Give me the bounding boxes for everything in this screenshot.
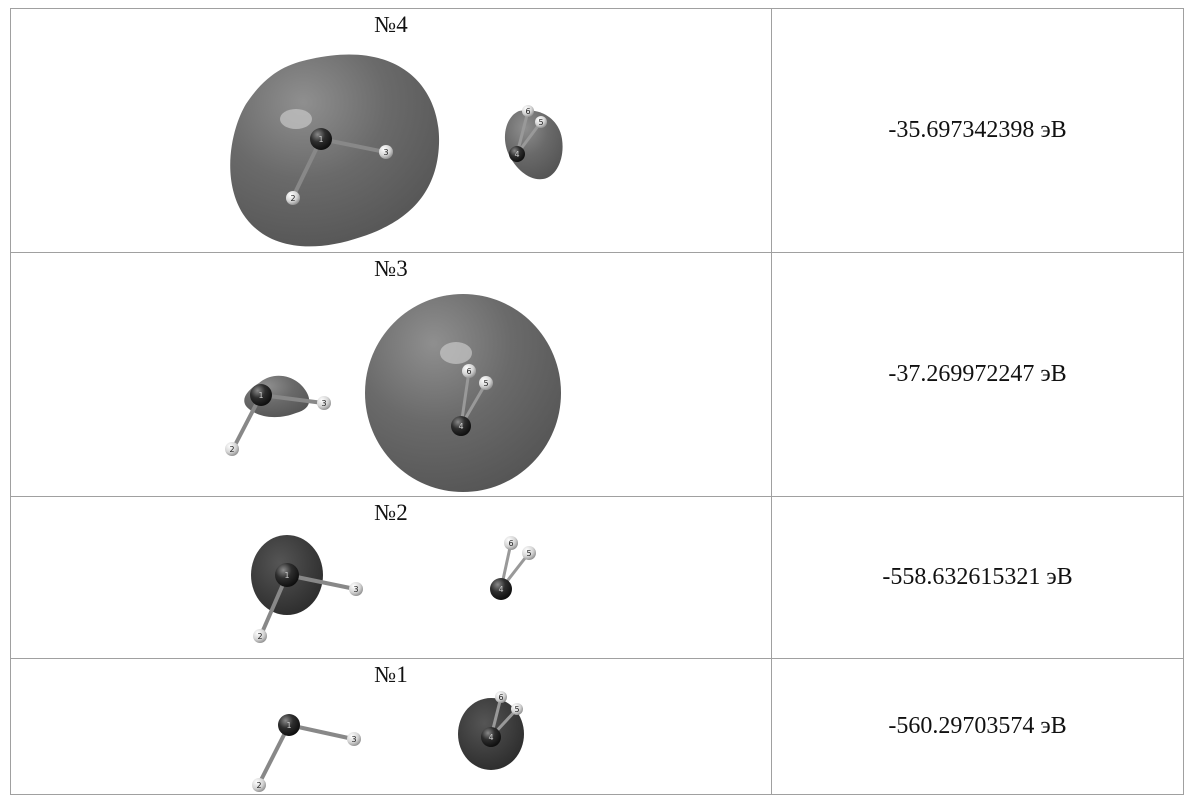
atom-label: 3 xyxy=(351,735,356,744)
energy-value: -37.269972247 эВ xyxy=(771,252,1184,497)
orbital-lobe xyxy=(504,110,563,180)
atom-label: 5 xyxy=(538,118,543,127)
atom-2 xyxy=(225,442,239,456)
atom-label: 3 xyxy=(383,148,388,157)
orbital-highlight xyxy=(440,342,472,364)
atom-label: 4 xyxy=(458,422,463,431)
atom-label: 5 xyxy=(514,705,519,714)
atom-6 xyxy=(495,691,507,703)
orbital-number-label: №1 xyxy=(374,662,408,687)
atom-1 xyxy=(278,714,300,736)
atom-5 xyxy=(479,376,493,390)
orbital-lobe xyxy=(230,54,440,247)
atom-label: 3 xyxy=(353,585,358,594)
energy-value: -35.697342398 эВ xyxy=(771,8,1184,253)
orbital-image-cell: №3 1 2 3 4 xyxy=(10,252,772,497)
atom-label: 4 xyxy=(498,585,503,594)
atom-5 xyxy=(535,116,547,128)
table-row: №4 1 2 3 4 5 xyxy=(10,8,1184,253)
orbital-3-image: 1 2 3 4 5 6 xyxy=(225,294,561,492)
orbital-number-label: №4 xyxy=(374,12,408,37)
orbital-highlight xyxy=(280,109,312,129)
atom-label: 1 xyxy=(318,135,323,144)
atom-label: 4 xyxy=(488,733,493,742)
atom-label: 2 xyxy=(256,781,261,790)
energy-value: -558.632615321 эВ xyxy=(771,496,1184,659)
atom-3 xyxy=(347,732,361,746)
atom-4 xyxy=(509,146,525,162)
atom-label: 2 xyxy=(257,632,262,641)
atom-5 xyxy=(511,703,523,715)
atom-label: 6 xyxy=(498,693,503,702)
table-row: №2 1 2 3 4 5 6 xyxy=(10,496,1184,659)
atom-label: 2 xyxy=(290,194,295,203)
orbital-image-cell: №1 1 2 3 4 5 6 xyxy=(10,658,772,795)
atom-2 xyxy=(286,191,300,205)
atom-1 xyxy=(250,384,272,406)
atom-4 xyxy=(490,578,512,600)
atom-label: 6 xyxy=(508,539,513,548)
orbital-lobe xyxy=(365,294,561,492)
atom-5 xyxy=(522,546,536,560)
atom-label: 2 xyxy=(229,445,234,454)
orbital-number-label: №2 xyxy=(374,500,408,525)
atom-label: 1 xyxy=(284,571,289,580)
atom-4 xyxy=(481,727,501,747)
table-row: №3 1 2 3 4 xyxy=(10,252,1184,497)
orbital-1-image: 1 2 3 4 5 6 xyxy=(252,691,524,792)
atom-label: 1 xyxy=(258,391,263,400)
atom-1 xyxy=(275,563,299,587)
orbital-image-cell: №4 1 2 3 4 5 xyxy=(10,8,772,253)
atom-6 xyxy=(504,536,518,550)
atom-6 xyxy=(462,364,476,378)
atom-label: 5 xyxy=(526,549,531,558)
atom-3 xyxy=(349,582,363,596)
atom-label: 5 xyxy=(483,379,488,388)
atom-label: 6 xyxy=(525,107,530,116)
energy-value: -560.29703574 эВ xyxy=(771,658,1184,795)
bond xyxy=(257,724,291,785)
orbital-2-image: 1 2 3 4 5 6 xyxy=(251,535,536,643)
atom-label: 6 xyxy=(466,367,471,376)
orbital-image-cell: №2 1 2 3 4 5 6 xyxy=(10,496,772,659)
atom-label: 4 xyxy=(514,150,519,159)
atom-4 xyxy=(451,416,471,436)
atom-3 xyxy=(379,145,393,159)
atom-label: 3 xyxy=(321,399,326,408)
table-row: №1 1 2 3 4 5 6 xyxy=(10,658,1184,795)
orbital-table: №4 1 2 3 4 5 xyxy=(10,8,1184,795)
atom-6 xyxy=(522,105,534,117)
atom-2 xyxy=(252,778,266,792)
atom-label: 1 xyxy=(286,721,291,730)
orbital-4-image: 1 2 3 4 5 6 xyxy=(230,54,563,247)
orbital-number-label: №3 xyxy=(374,256,408,281)
atom-3 xyxy=(317,396,331,410)
atom-1 xyxy=(310,128,332,150)
atom-2 xyxy=(253,629,267,643)
